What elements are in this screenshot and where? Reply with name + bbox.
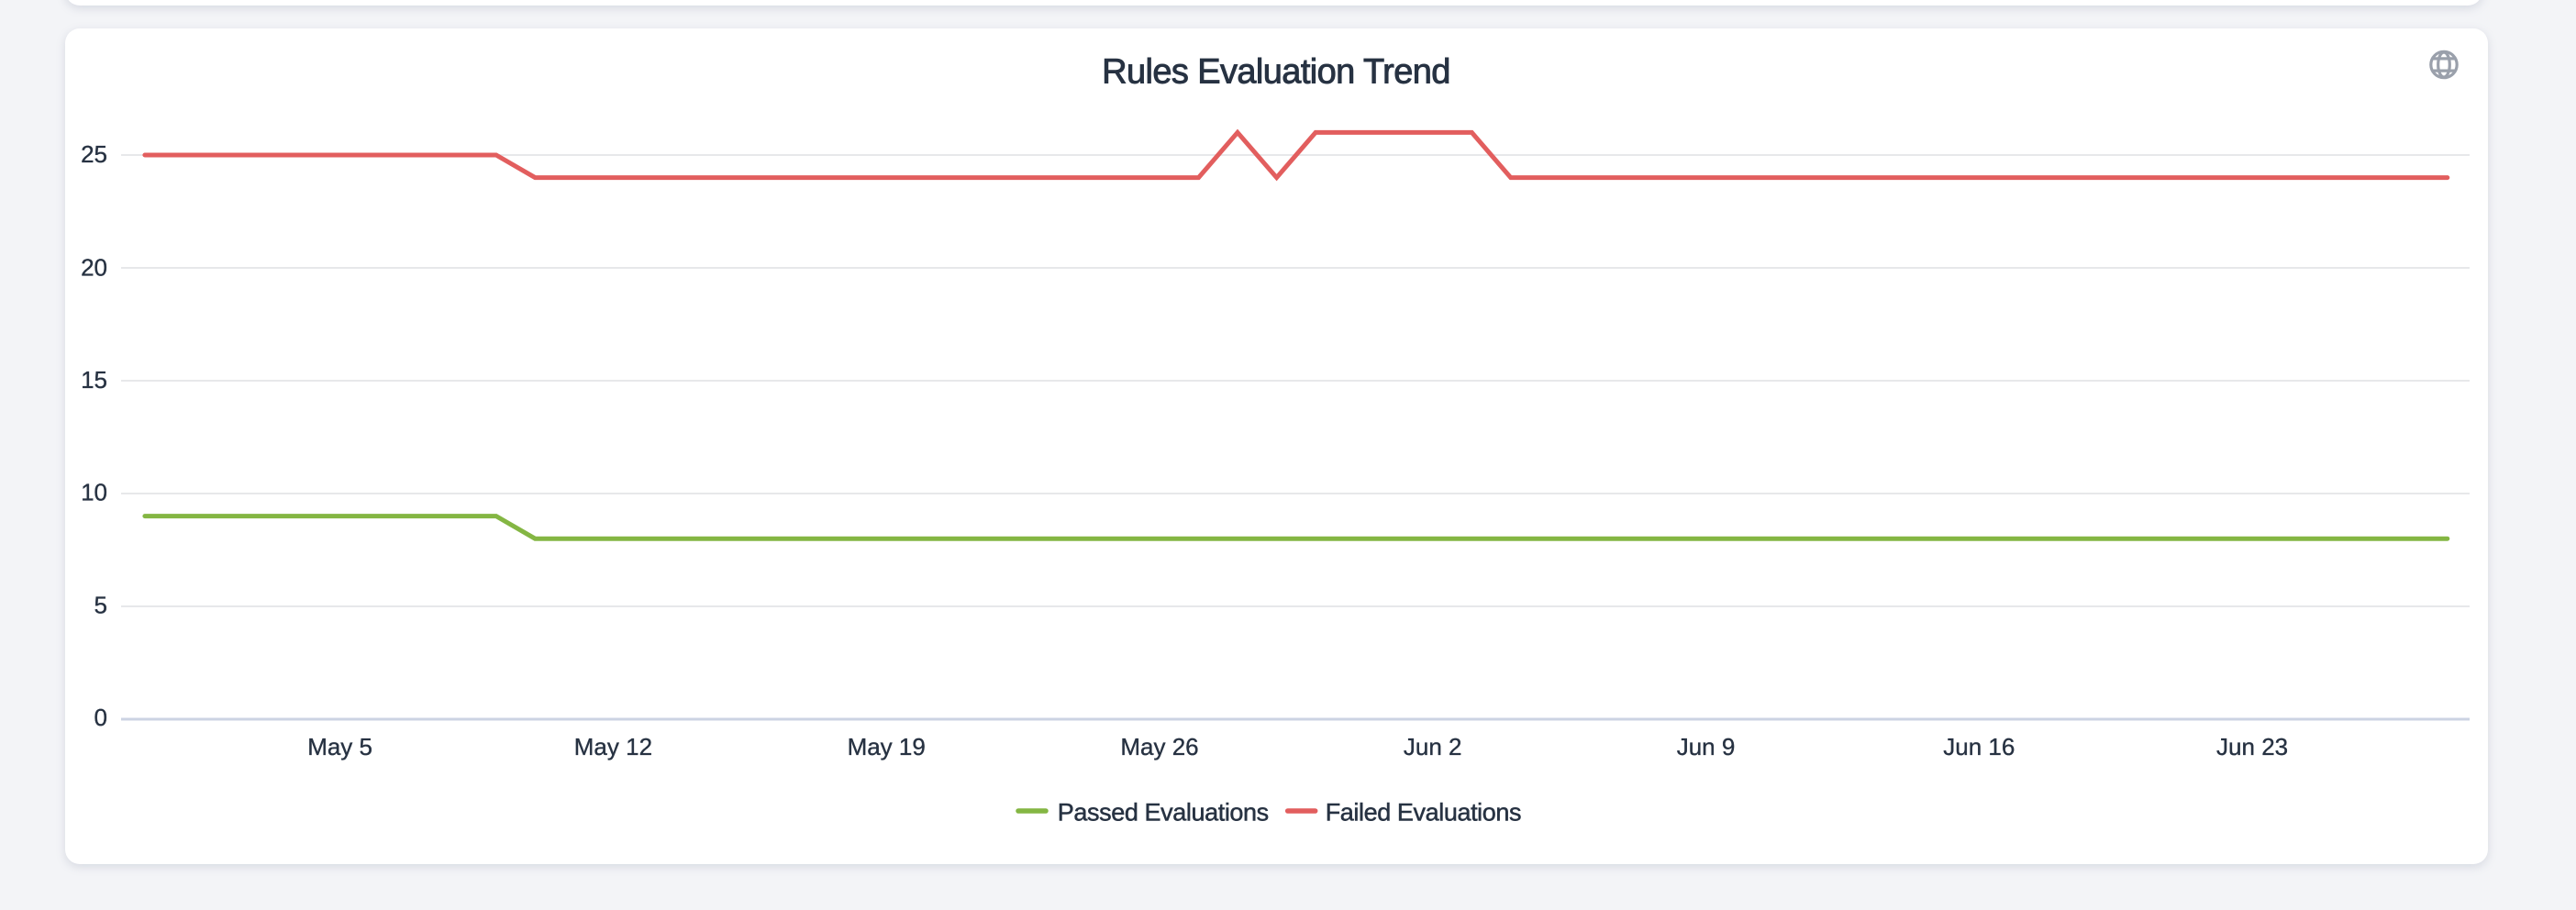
svg-text:Jun 16: Jun 16 <box>1943 733 2015 760</box>
svg-text:May 12: May 12 <box>574 733 652 760</box>
svg-text:20: 20 <box>81 254 107 282</box>
svg-text:0: 0 <box>94 704 107 731</box>
svg-text:Rules Evaluation Trend: Rules Evaluation Trend <box>1102 52 1450 91</box>
svg-text:Jun 23: Jun 23 <box>2216 733 2288 760</box>
svg-text:25: 25 <box>81 140 107 168</box>
svg-text:10: 10 <box>81 479 107 506</box>
svg-text:May 5: May 5 <box>307 733 372 760</box>
svg-text:Failed Evaluations: Failed Evaluations <box>1326 799 1521 827</box>
svg-text:15: 15 <box>81 366 107 394</box>
svg-text:Jun 9: Jun 9 <box>1677 733 1736 760</box>
svg-text:5: 5 <box>94 592 107 619</box>
svg-text:May 26: May 26 <box>1120 733 1198 760</box>
svg-text:May 19: May 19 <box>848 733 926 760</box>
svg-text:Jun 2: Jun 2 <box>1404 733 1462 760</box>
svg-text:Passed Evaluations: Passed Evaluations <box>1058 799 1269 827</box>
